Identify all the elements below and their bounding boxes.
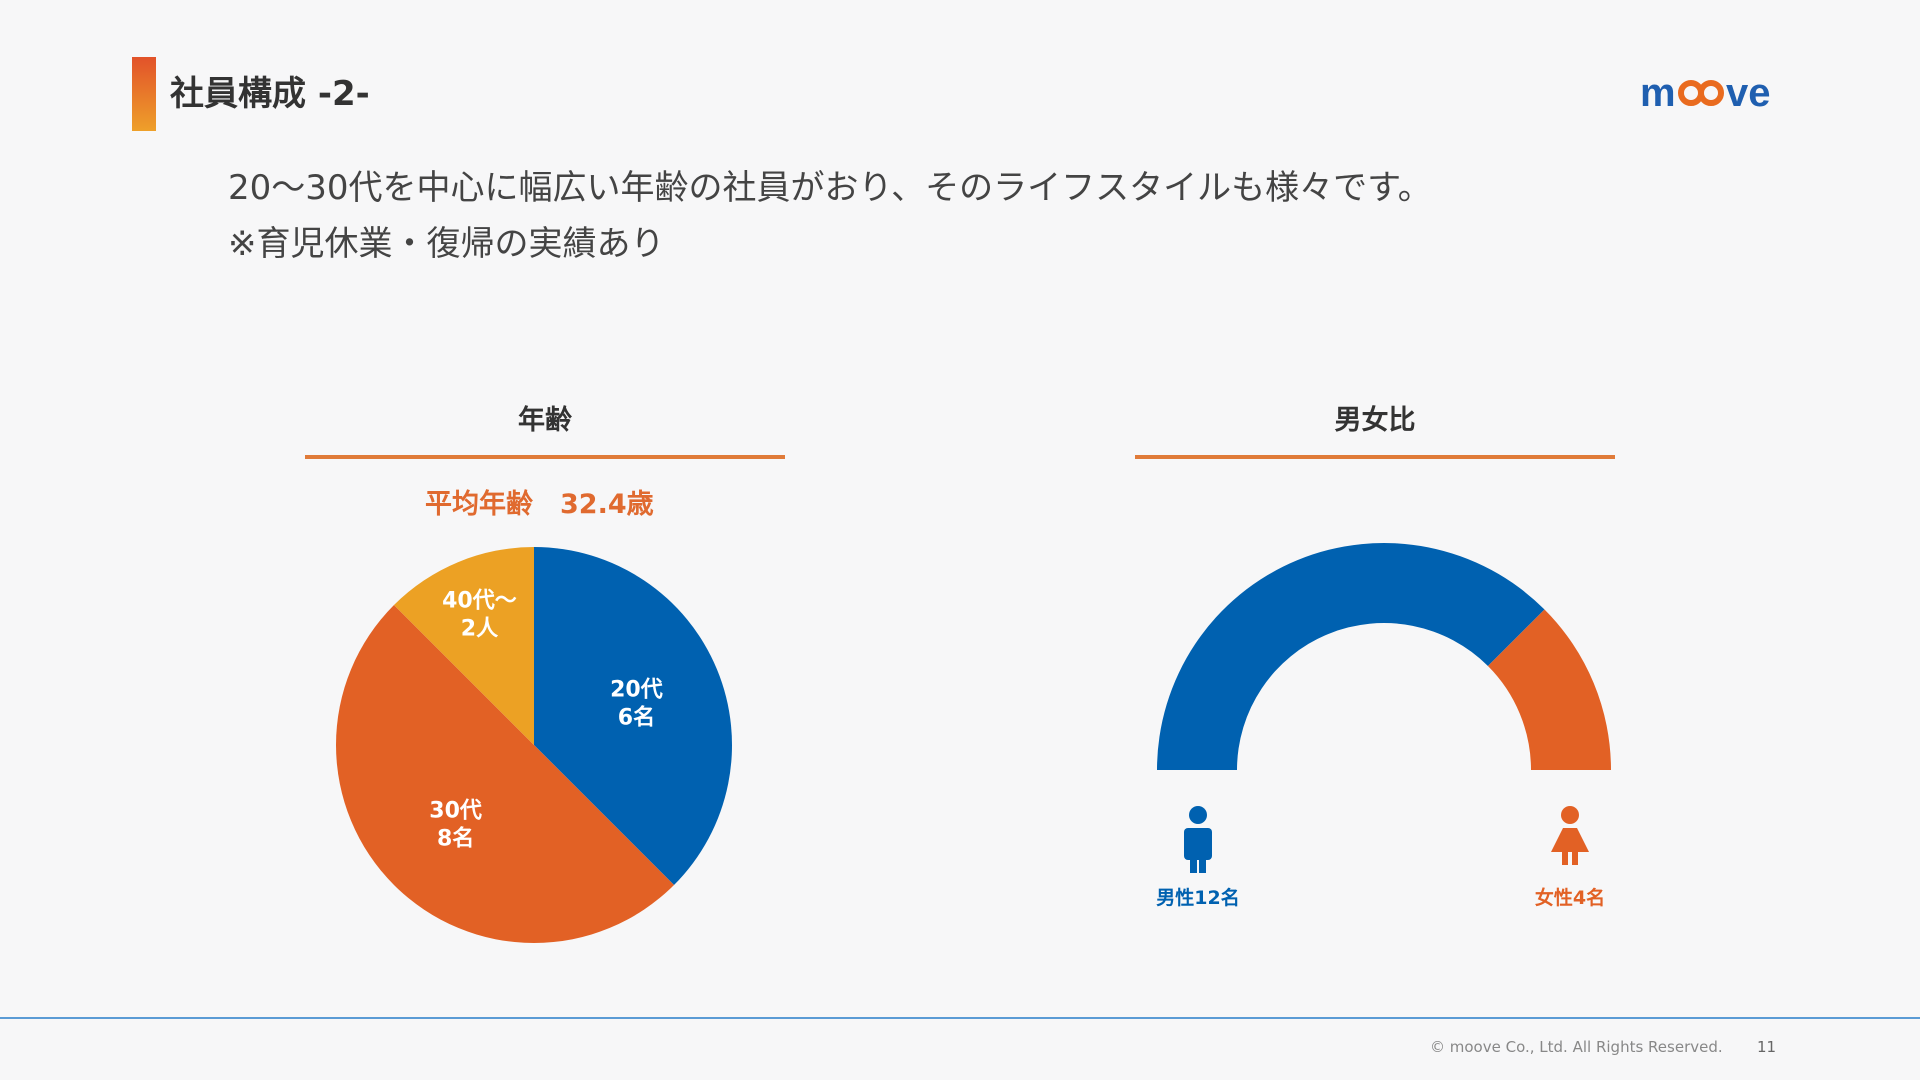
gender-label: 女性4名 (1535, 886, 1605, 909)
age-chart-title: 年齢 (518, 405, 572, 436)
gender-chart-rule (1135, 455, 1615, 459)
logo-ve: ve (1726, 71, 1771, 115)
copyright: © moove Co., Ltd. All Rights Reserved. (1430, 1038, 1723, 1056)
intro-text: 20〜30代を中心に幅広い年齢の社員がおり、そのライフスタイルも様々です。 ※育… (228, 160, 1432, 272)
gender-chart-title: 男女比 (1334, 405, 1416, 436)
average-age: 平均年齢 32.4歳 (425, 489, 654, 520)
gender-label: 男性12名 (1156, 886, 1239, 909)
gender-donut-slice (1157, 543, 1545, 770)
intro-line-1: 20〜30代を中心に幅広い年齢の社員がおり、そのライフスタイルも様々です。 (228, 168, 1432, 208)
gender-donut-slice (1487, 609, 1611, 770)
age-slice-label: 20代 (610, 678, 663, 703)
male-person-icon (1189, 806, 1207, 824)
female-person-icon (1551, 828, 1589, 852)
page-number: 11 (1757, 1038, 1777, 1056)
age-pie-slice (534, 547, 733, 886)
footer-divider (0, 1017, 1920, 1019)
female-person-icon (1562, 851, 1568, 865)
age-slice-count: 2人 (461, 616, 498, 641)
age-slice-label: 30代 (429, 798, 482, 823)
age-slice-count: 6名 (618, 705, 655, 731)
age-pie-slice (393, 547, 534, 745)
slide-title: 社員構成 -2- (170, 74, 370, 114)
male-person-icon (1184, 828, 1212, 860)
age-slice-label: 40代〜 (442, 588, 517, 613)
logo-m: m (1640, 71, 1676, 115)
female-person-icon (1561, 806, 1579, 824)
female-person-icon (1572, 851, 1578, 865)
age-chart-rule (305, 455, 785, 459)
moove-logo: moove m ve (1640, 71, 1771, 115)
male-person-icon (1190, 855, 1197, 873)
title-accent-bar (132, 57, 156, 131)
intro-line-2: ※育児休業・復帰の実績あり (228, 224, 665, 264)
male-person-icon (1199, 855, 1206, 873)
logo-loop-right (1698, 80, 1724, 106)
age-slice-count: 8名 (437, 825, 474, 851)
age-pie-slice (336, 604, 675, 943)
